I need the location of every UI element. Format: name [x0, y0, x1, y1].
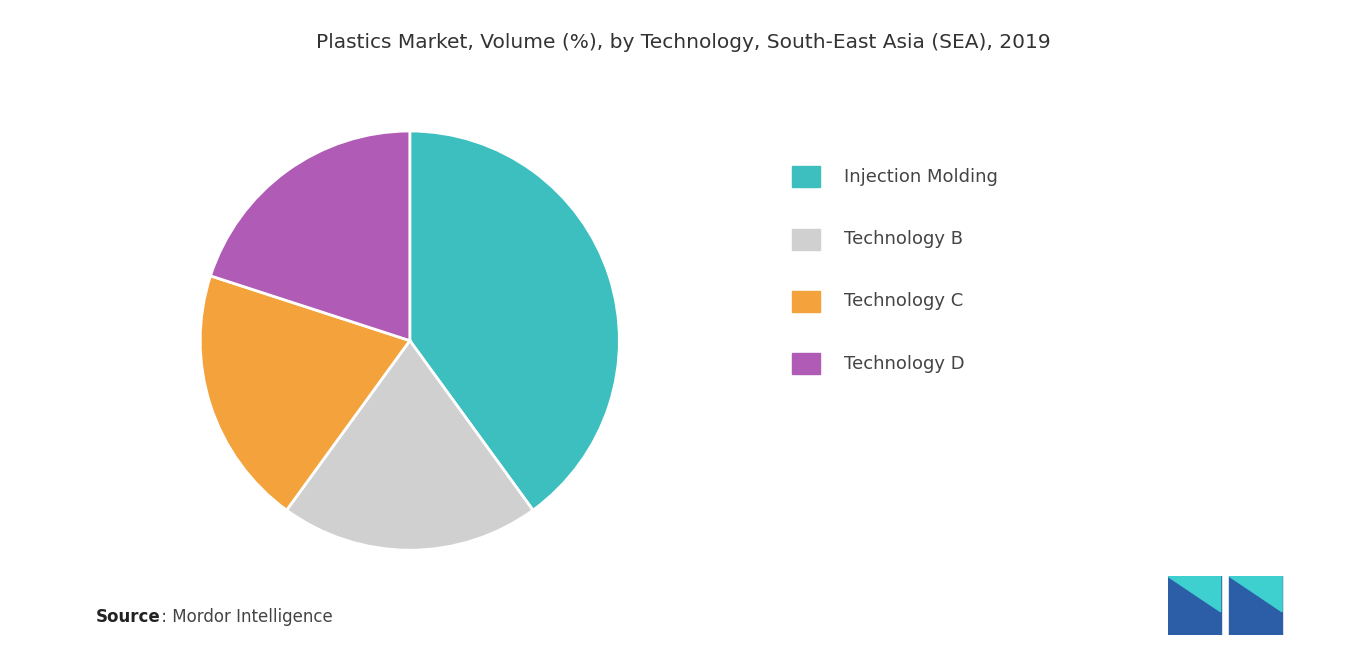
- Wedge shape: [410, 131, 619, 510]
- Wedge shape: [201, 276, 410, 510]
- Text: Plastics Market, Volume (%), by Technology, South-East Asia (SEA), 2019: Plastics Market, Volume (%), by Technolo…: [316, 33, 1050, 52]
- Text: Injection Molding: Injection Molding: [844, 168, 999, 186]
- Wedge shape: [287, 341, 533, 550]
- Wedge shape: [210, 131, 410, 341]
- Text: : Mordor Intelligence: : Mordor Intelligence: [156, 608, 332, 626]
- Polygon shape: [1229, 576, 1283, 635]
- Text: Technology C: Technology C: [844, 292, 963, 310]
- Text: Source: Source: [96, 608, 160, 626]
- Text: Technology D: Technology D: [844, 354, 964, 373]
- Text: Technology B: Technology B: [844, 230, 963, 248]
- Polygon shape: [1168, 576, 1221, 612]
- Polygon shape: [1168, 576, 1221, 635]
- Polygon shape: [1229, 576, 1283, 612]
